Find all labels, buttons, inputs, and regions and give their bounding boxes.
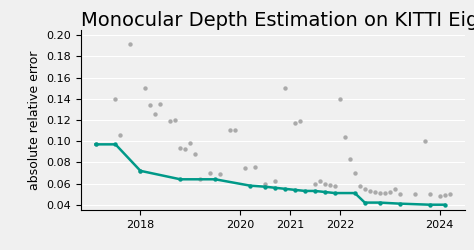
- Point: [366, 189, 374, 193]
- Point: [246, 184, 254, 188]
- Point: [376, 200, 383, 204]
- Point: [361, 200, 369, 204]
- Point: [311, 182, 319, 186]
- Point: [296, 119, 304, 123]
- Point: [371, 190, 379, 194]
- Point: [436, 194, 443, 198]
- Point: [112, 142, 119, 146]
- Point: [137, 169, 144, 173]
- Point: [381, 191, 389, 195]
- Point: [176, 177, 184, 181]
- Point: [316, 180, 324, 184]
- Point: [396, 202, 403, 206]
- Point: [207, 171, 214, 175]
- Point: [376, 191, 383, 195]
- Point: [391, 187, 399, 191]
- Point: [92, 142, 100, 146]
- Point: [291, 121, 299, 125]
- Point: [396, 192, 403, 196]
- Point: [321, 182, 328, 186]
- Point: [92, 142, 100, 146]
- Point: [326, 182, 334, 186]
- Point: [321, 190, 328, 194]
- Point: [446, 192, 453, 196]
- Point: [351, 191, 359, 195]
- Point: [356, 184, 364, 188]
- Point: [166, 119, 174, 123]
- Point: [196, 177, 204, 181]
- Point: [172, 118, 179, 122]
- Point: [281, 86, 289, 90]
- Point: [176, 146, 184, 150]
- Y-axis label: absolute relative error: absolute relative error: [27, 50, 41, 190]
- Point: [331, 184, 338, 188]
- Point: [241, 166, 249, 170]
- Point: [186, 141, 194, 145]
- Point: [441, 203, 448, 207]
- Point: [361, 187, 369, 191]
- Point: [117, 133, 124, 137]
- Point: [386, 190, 393, 194]
- Point: [261, 185, 269, 189]
- Point: [311, 189, 319, 193]
- Point: [291, 188, 299, 192]
- Point: [421, 139, 428, 143]
- Point: [281, 187, 289, 191]
- Point: [251, 164, 259, 168]
- Point: [426, 203, 433, 207]
- Point: [271, 186, 279, 190]
- Point: [331, 191, 338, 195]
- Point: [211, 177, 219, 181]
- Text: Monocular Depth Estimation on KITTI Eigen spli: Monocular Depth Estimation on KITTI Eige…: [81, 11, 474, 30]
- Point: [182, 146, 189, 150]
- Point: [231, 128, 239, 132]
- Point: [227, 128, 234, 132]
- Point: [156, 102, 164, 106]
- Point: [441, 193, 448, 197]
- Point: [261, 182, 269, 186]
- Point: [137, 169, 144, 173]
- Point: [152, 112, 159, 116]
- Point: [411, 192, 419, 196]
- Point: [142, 86, 149, 90]
- Point: [336, 97, 344, 101]
- Point: [217, 172, 224, 176]
- Point: [191, 152, 199, 156]
- Point: [351, 171, 359, 175]
- Point: [426, 192, 433, 196]
- Point: [271, 180, 279, 184]
- Point: [127, 42, 134, 46]
- Point: [346, 157, 354, 161]
- Point: [341, 135, 349, 139]
- Point: [301, 189, 309, 193]
- Point: [146, 103, 154, 107]
- Point: [112, 97, 119, 101]
